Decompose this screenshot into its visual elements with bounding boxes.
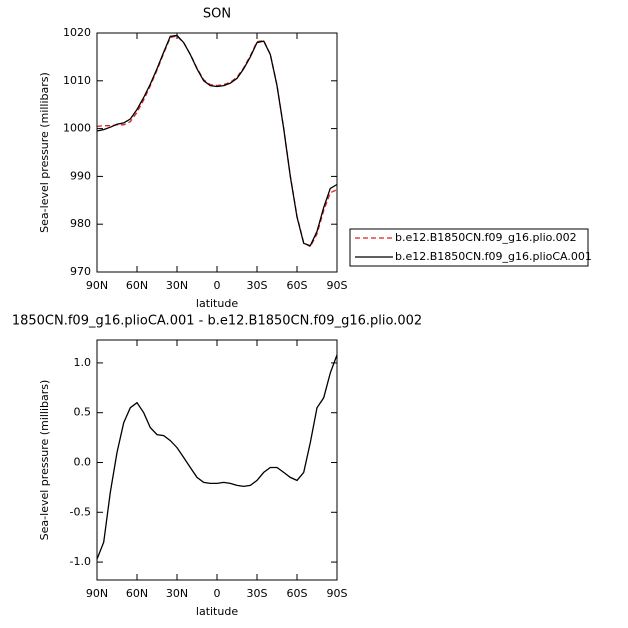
x-tick-label: 60S: [287, 279, 308, 292]
x-tick-label: 60N: [126, 587, 148, 600]
x-tick-label: 30N: [166, 587, 188, 600]
x-tick-label: 90N: [86, 279, 108, 292]
y-tick-label: 970: [70, 265, 91, 278]
y-tick-label: 1010: [63, 74, 91, 87]
legend-label: b.e12.B1850CN.f09_g16.plioCA.001: [395, 250, 592, 263]
y-tick-label: 1.0: [74, 356, 92, 369]
plot-frame: [96, 32, 338, 273]
x-tick-label: 30N: [166, 279, 188, 292]
y-axis-label: Sea-level pressure (millibars): [38, 72, 51, 233]
x-tick-label: 90S: [327, 587, 348, 600]
x-tick-label: 90S: [327, 279, 348, 292]
x-tick-label: 0: [214, 279, 221, 292]
y-tick-label: -1.0: [70, 555, 91, 568]
legend-frame: [349, 228, 589, 267]
data-line: [96, 354, 338, 560]
y-axis-label: Sea-level pressure (millibars): [38, 380, 51, 541]
y-tick-label: 1000: [63, 122, 91, 135]
chart-title: SON: [203, 7, 231, 22]
data-line: [96, 35, 338, 248]
chart-title: 1850CN.f09_g16.plioCA.001 - b.e12.B1850C…: [12, 314, 422, 329]
data-line: [96, 34, 338, 247]
x-tick-label: 60S: [287, 587, 308, 600]
y-tick-label: -0.5: [70, 505, 91, 518]
x-tick-label: 0: [214, 587, 221, 600]
plot-frame: [96, 339, 338, 581]
x-tick-label: 60N: [126, 279, 148, 292]
x-axis-label: latitude: [196, 297, 238, 310]
x-axis-label: latitude: [196, 605, 238, 618]
y-tick-label: 1020: [63, 26, 91, 39]
y-tick-label: 980: [70, 217, 91, 230]
x-tick-label: 30S: [247, 587, 268, 600]
x-tick-label: 90N: [86, 587, 108, 600]
y-tick-label: 990: [70, 169, 91, 182]
x-tick-label: 30S: [247, 279, 268, 292]
y-tick-label: 0.5: [74, 406, 92, 419]
y-tick-label: 0.0: [74, 455, 92, 468]
legend-label: b.e12.B1850CN.f09_g16.plio.002: [395, 231, 577, 244]
